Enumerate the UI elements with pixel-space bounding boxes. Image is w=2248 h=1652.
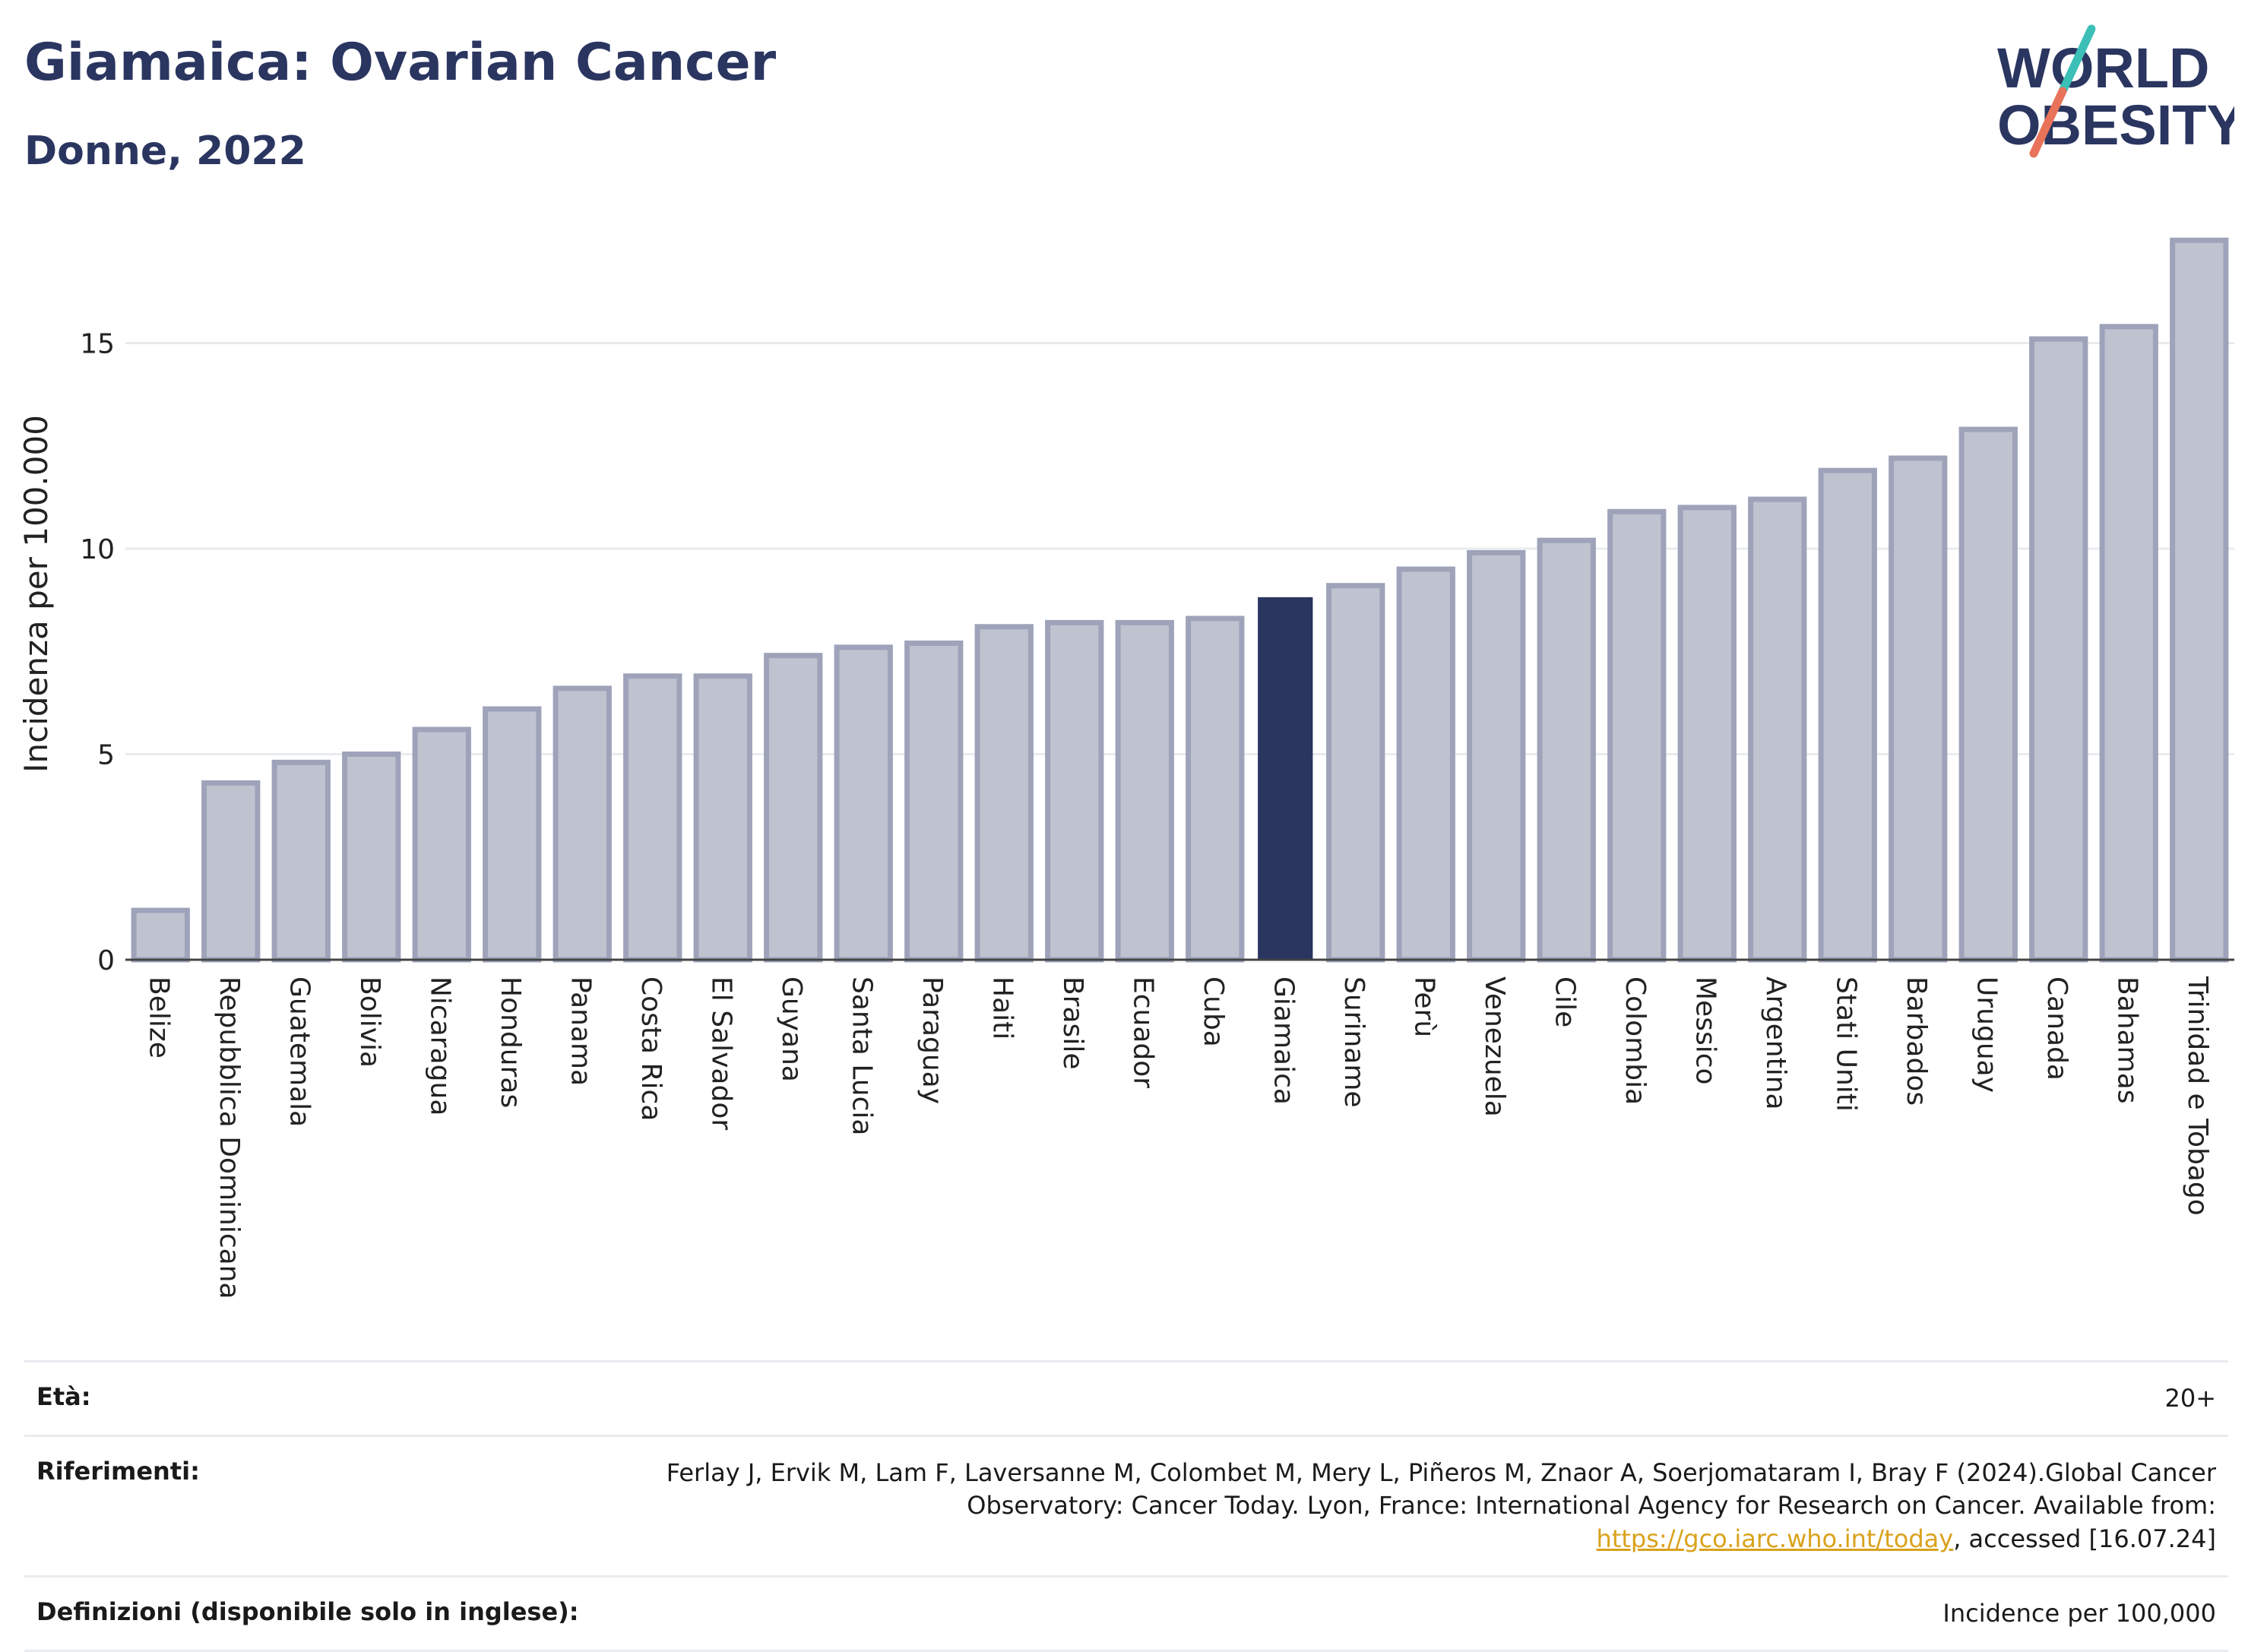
gridlines — [125, 341, 2234, 755]
x-tick-label: Guyana — [776, 976, 807, 1082]
x-tick-label: Bahamas — [2111, 976, 2142, 1104]
x-tick-label: Argentina — [1760, 976, 1791, 1110]
x-tick-label: Giamaica — [1268, 976, 1299, 1105]
bar — [1396, 566, 1455, 963]
bar — [1115, 619, 1174, 963]
bar — [623, 673, 682, 963]
references-text: Ferlay J, Ervik M, Lam F, Laversanne M, … — [666, 1458, 2216, 1521]
logo-line-1: WORLD — [1997, 36, 2210, 100]
references-value: Ferlay J, Ervik M, Lam F, Laversanne M, … — [658, 1457, 2216, 1555]
x-tick-label: Repubblica Dominicana — [214, 976, 245, 1299]
bar — [131, 907, 190, 963]
bar-chart: 0 5 10 15 Belize Repubblica Dominicana Guatema… — [17, 237, 2234, 1299]
x-tick-label: Costa Rica — [635, 976, 666, 1121]
age-value: 20+ — [2164, 1384, 2216, 1413]
bars — [131, 237, 2229, 963]
bar — [764, 653, 823, 963]
x-tick-label: Santa Lucia — [846, 976, 877, 1135]
x-tick-label: El Salvador — [705, 976, 736, 1130]
y-tick-label: 15 — [80, 328, 115, 359]
age-label: Età: — [36, 1382, 91, 1411]
bar — [1818, 467, 1877, 963]
x-tick-label: Brasile — [1057, 976, 1088, 1069]
bar — [974, 624, 1034, 963]
bar — [553, 685, 612, 963]
logo-slash-bottom — [2029, 87, 2067, 158]
references-accessed: , accessed [16.07.24] — [1953, 1524, 2216, 1553]
bar — [1467, 549, 1526, 963]
bar — [1889, 455, 1948, 963]
bar — [342, 751, 401, 963]
bar — [2099, 324, 2158, 963]
bar — [1186, 616, 1245, 963]
definitions-label: Definizioni (disponibile solo in inglese… — [36, 1597, 579, 1626]
x-tick-label: Paraguay — [917, 976, 948, 1104]
x-tick-label: Honduras — [495, 976, 526, 1108]
x-tick-label: Bolivia — [354, 976, 385, 1068]
bar — [904, 640, 964, 963]
info-table: Età: 20+ Riferimenti: Ferlay J, Ervik M,… — [24, 1360, 2228, 1652]
x-tick-label: Trinidad e Tobago — [2182, 976, 2213, 1216]
bar — [834, 644, 893, 963]
x-tick-label: Barbados — [1901, 976, 1932, 1106]
bar — [271, 759, 331, 963]
info-row-references: Riferimenti: Ferlay J, Ervik M, Lam F, L… — [24, 1435, 2228, 1575]
bar — [2170, 237, 2229, 963]
bar — [483, 706, 542, 963]
x-tick-label: Cile — [1549, 976, 1580, 1027]
x-tick-label: Canada — [2041, 976, 2072, 1081]
bar — [1677, 505, 1737, 963]
info-row-definitions: Definizioni (disponibile solo in inglese… — [24, 1574, 2228, 1652]
info-row-age: Età: 20+ — [24, 1360, 2228, 1435]
x-tick-label: Cuba — [1198, 976, 1229, 1047]
bar — [1748, 496, 1807, 963]
x-tick-label: Guatemala — [283, 976, 315, 1127]
references-link[interactable]: https://gco.iarc.who.int/today — [1596, 1524, 1954, 1553]
bar — [1045, 619, 1104, 963]
world-obesity-logo: WORLD OBESITY — [1997, 24, 2234, 158]
x-tick-label: Colombia — [1620, 976, 1651, 1105]
bar — [1607, 508, 1667, 963]
x-tick-label: Belize — [143, 976, 174, 1059]
bar — [2029, 336, 2088, 963]
chart-subtitle: Donne, 2022 — [24, 128, 306, 174]
bar — [1958, 426, 2018, 963]
x-tick-label: Suriname — [1338, 976, 1369, 1108]
x-tick-label: Nicaragua — [424, 976, 455, 1116]
x-tick-label: Perù — [1408, 976, 1439, 1037]
bar — [201, 780, 261, 963]
bar — [1326, 583, 1385, 963]
x-tick-label: Panama — [565, 976, 596, 1086]
y-tick-label: 5 — [97, 739, 115, 771]
references-label: Riferimenti: — [36, 1457, 200, 1486]
axes: 0 5 10 15 Belize Repubblica Dominicana Guatema… — [80, 328, 2234, 1299]
x-tick-label: Messico — [1689, 976, 1721, 1085]
y-tick-label: 10 — [80, 534, 115, 565]
x-tick-label: Haiti — [986, 976, 1018, 1040]
definitions-value: Incidence per 100,000 — [1942, 1598, 2216, 1628]
y-tick-label: 0 — [97, 945, 115, 976]
bar — [1537, 537, 1596, 963]
x-tick-label: Ecuador — [1127, 976, 1158, 1088]
bar-highlighted — [1258, 597, 1313, 961]
logo-slash-top — [2058, 24, 2096, 96]
y-axis-title: Incidenza per 100.000 — [17, 415, 55, 773]
x-tick-label: Stati Uniti — [1830, 976, 1861, 1112]
bar — [693, 673, 752, 963]
x-tick-label: Uruguay — [1971, 976, 2002, 1093]
x-tick-label: Venezuela — [1479, 976, 1510, 1117]
chart-title: Giamaica: Ovarian Cancer — [24, 33, 777, 93]
bar — [412, 726, 471, 963]
